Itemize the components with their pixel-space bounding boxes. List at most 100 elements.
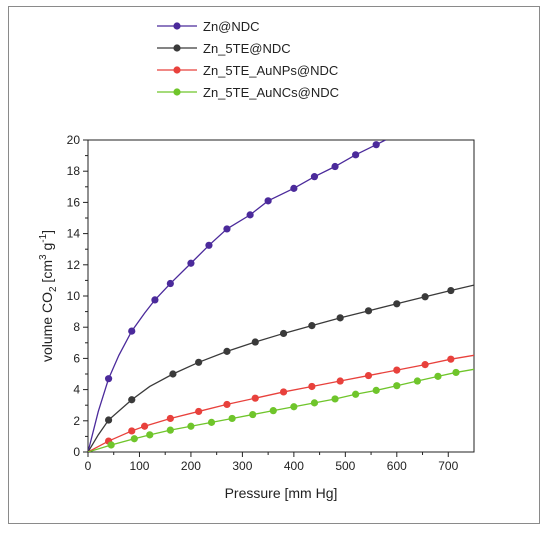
data-point xyxy=(128,427,136,435)
x-tick-label: 700 xyxy=(438,459,458,473)
data-point xyxy=(107,441,115,449)
legend-label: Zn_5TE@NDC xyxy=(203,41,291,56)
data-point xyxy=(166,279,174,288)
data-point xyxy=(393,300,401,308)
legend: Zn@NDC Zn_5TE@NDC Zn_5TE_AuNPs@NDC Zn_5TE_A… xyxy=(157,19,339,100)
data-point xyxy=(251,338,259,346)
data-point xyxy=(249,410,257,419)
legend-marker xyxy=(173,44,181,52)
y-title-unit-close: ] xyxy=(39,230,55,234)
x-axis-title: Pressure [mm Hg] xyxy=(225,485,338,501)
data-point xyxy=(279,329,288,338)
y-title-unit-mid: g xyxy=(39,243,55,255)
data-point xyxy=(290,184,298,192)
y-tick-label: 18 xyxy=(67,164,81,178)
data-point xyxy=(223,347,231,355)
data-point xyxy=(223,400,231,409)
data-point xyxy=(128,327,136,335)
series-2 xyxy=(88,284,474,452)
data-point xyxy=(352,151,360,159)
legend-label: Zn_5TE_AuNCs@NDC xyxy=(203,85,339,100)
legend-marker xyxy=(173,22,181,30)
data-point xyxy=(228,414,236,423)
data-point xyxy=(187,422,195,430)
data-point xyxy=(372,386,380,394)
y-tick-label: 8 xyxy=(73,320,80,334)
data-point xyxy=(195,358,203,366)
y-title-unit-open: [cm xyxy=(39,260,55,286)
data-point xyxy=(452,368,460,377)
data-point xyxy=(141,422,149,430)
y-tick-label: 4 xyxy=(73,383,80,397)
data-point xyxy=(364,371,373,380)
data-point xyxy=(269,407,277,415)
y-axis-title: volume CO2 [cm3 g-1] xyxy=(38,230,59,362)
y-tick-label: 20 xyxy=(67,133,81,147)
data-point xyxy=(290,403,298,411)
data-point xyxy=(308,382,316,391)
series-4 xyxy=(88,368,474,452)
data-point xyxy=(447,286,455,295)
y-tick-label: 2 xyxy=(73,414,80,428)
y-axis: 0 2 4 6 8 10 12 14 16 18 20 xyxy=(67,133,88,459)
plot-border xyxy=(87,139,475,453)
y-title-prefix: volume CO xyxy=(39,292,55,362)
y-title-sup2: -1 xyxy=(38,233,49,242)
data-point xyxy=(421,361,429,369)
data-point xyxy=(166,426,174,434)
x-tick-label: 0 xyxy=(85,459,92,473)
legend-item: Zn_5TE_AuNPs@NDC xyxy=(157,63,338,78)
legend-label: Zn@NDC xyxy=(203,19,260,34)
x-axis: 0 100 200 300 400 500 600 700 xyxy=(85,452,459,473)
data-point xyxy=(128,396,136,404)
series-line xyxy=(88,354,474,452)
data-point xyxy=(251,394,259,402)
data-point xyxy=(310,399,319,407)
figure-frame xyxy=(8,6,540,524)
data-point xyxy=(364,307,373,315)
series-layer xyxy=(88,140,474,452)
data-point xyxy=(205,241,213,249)
data-point xyxy=(207,418,216,426)
plot-area xyxy=(87,139,475,453)
data-point xyxy=(352,390,360,398)
data-point xyxy=(310,173,319,181)
x-tick-label: 500 xyxy=(335,459,355,473)
data-point xyxy=(130,435,138,443)
y-tick-label: 6 xyxy=(73,351,80,365)
series-1 xyxy=(88,140,386,452)
legend-marker xyxy=(173,88,181,96)
data-point xyxy=(264,197,272,205)
data-point xyxy=(223,225,231,233)
data-point xyxy=(421,293,429,301)
x-tick-label: 200 xyxy=(181,459,201,473)
data-point xyxy=(336,314,344,322)
series-3 xyxy=(88,354,474,452)
data-point xyxy=(146,431,154,439)
y-tick-label: 16 xyxy=(67,195,81,209)
x-tick-label: 400 xyxy=(284,459,304,473)
data-point xyxy=(104,416,113,424)
legend-item: Zn_5TE_AuNCs@NDC xyxy=(157,85,339,100)
data-point xyxy=(434,372,442,380)
data-point xyxy=(393,382,401,390)
legend-label: Zn_5TE_AuNPs@NDC xyxy=(203,63,338,78)
legend-item: Zn_5TE@NDC xyxy=(157,41,291,56)
data-point xyxy=(166,414,174,423)
data-point xyxy=(336,377,344,385)
x-tick-label: 100 xyxy=(129,459,149,473)
data-point xyxy=(246,211,254,219)
y-tick-label: 12 xyxy=(67,258,81,272)
y-title-sub: 2 xyxy=(48,286,59,292)
data-point xyxy=(413,377,421,385)
data-point xyxy=(331,162,339,171)
data-point xyxy=(372,141,380,149)
y-tick-label: 10 xyxy=(67,289,81,303)
data-point xyxy=(195,407,203,416)
y-tick-label: 14 xyxy=(67,227,81,241)
data-point xyxy=(151,296,159,304)
series-line xyxy=(88,140,386,452)
y-title-sup1: 3 xyxy=(38,254,49,260)
data-point xyxy=(331,395,339,403)
